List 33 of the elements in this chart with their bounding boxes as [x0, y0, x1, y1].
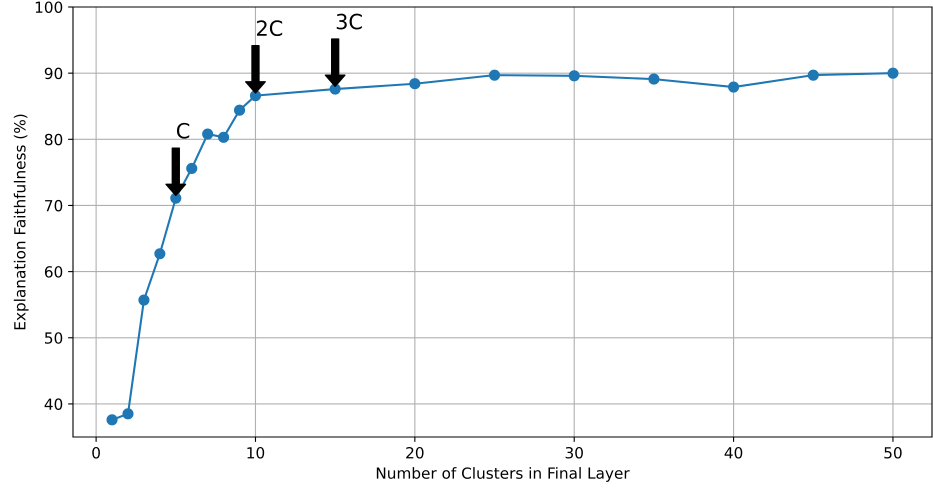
x-tick-label: 0	[92, 446, 100, 459]
point	[186, 162, 198, 174]
point	[488, 70, 500, 81]
x-tick-label: 30	[566, 446, 583, 459]
point	[234, 104, 246, 116]
y-tick-label: 40	[44, 398, 62, 410]
x-tick-label: 10	[247, 446, 264, 459]
annotation: 2C	[257, 20, 282, 36]
x-axis-title: Number of Clusters in Final Layer	[376, 467, 630, 482]
point	[106, 414, 118, 426]
y-axis-title: Explanation Faithfulness (%)	[14, 114, 29, 330]
point	[202, 128, 214, 140]
y-tick-label: 50	[45, 332, 62, 344]
point	[154, 248, 166, 260]
x-tick-label: 40	[724, 446, 742, 459]
y-tick-label: 60	[44, 266, 62, 278]
point	[122, 408, 134, 420]
annotation: 3C	[336, 14, 362, 30]
y-tick-label: 80	[44, 134, 62, 146]
point	[648, 74, 660, 85]
point	[568, 70, 580, 82]
y-tick-label: 70	[45, 200, 62, 212]
point	[728, 81, 740, 93]
point	[138, 294, 150, 306]
point	[887, 68, 899, 79]
point	[409, 78, 420, 90]
annotation: C	[176, 122, 190, 139]
y-tick-label: 90	[44, 68, 62, 80]
x-tick-label: 20	[406, 446, 424, 459]
x-tick-label: 50	[884, 446, 902, 459]
point	[808, 70, 819, 81]
point	[218, 132, 230, 143]
y-tick-label: 100	[36, 1, 62, 14]
